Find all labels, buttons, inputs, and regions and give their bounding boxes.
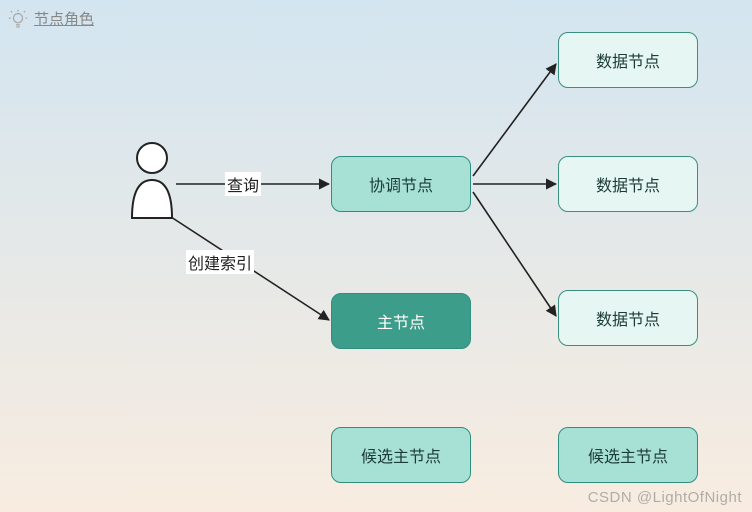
title: 节点角色 [8,8,94,29]
watermark: CSDN @LightOfNight [588,489,742,506]
node-cand1: 候选主节点 [331,427,471,483]
lightbulb-icon [8,9,28,29]
node-data3: 数据节点 [558,290,698,346]
node-coord: 协调节点 [331,156,471,212]
edge-coord-data1 [473,64,556,176]
edge-coord-data3 [473,192,556,316]
node-cand2: 候选主节点 [558,427,698,483]
title-text: 节点角色 [34,8,94,29]
node-data2: 数据节点 [558,156,698,212]
edge-label-user-master: 创建索引 [186,250,254,274]
node-master: 主节点 [331,293,471,349]
node-data1: 数据节点 [558,32,698,88]
edge-label-user-coord: 查询 [225,172,261,196]
user-icon [128,142,176,220]
